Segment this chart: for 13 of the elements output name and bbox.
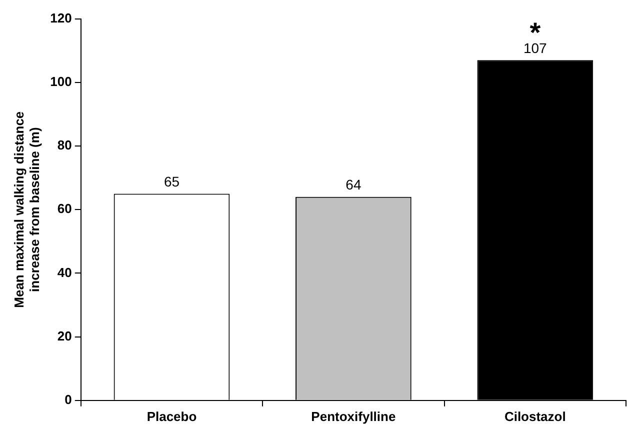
- y-tick-label: 120: [50, 10, 72, 26]
- x-tick-label: Placebo: [146, 408, 197, 424]
- x-tick-label: Pentoxifylline: [311, 408, 396, 424]
- data-label: 64: [346, 176, 362, 193]
- y-tick-label: 20: [57, 328, 72, 344]
- y-tick-label: 80: [57, 138, 72, 153]
- y-tick-label: 100: [50, 74, 72, 89]
- x-tick-label: Cilostazol: [504, 408, 566, 424]
- data-label: 65: [164, 174, 180, 190]
- y-axis-title: Mean maximal walking distance increase from baseline (m): [11, 111, 42, 308]
- y-tick-label: 40: [57, 264, 72, 280]
- y-tick-label: 0: [64, 392, 72, 407]
- y-tick-label: 60: [57, 201, 72, 216]
